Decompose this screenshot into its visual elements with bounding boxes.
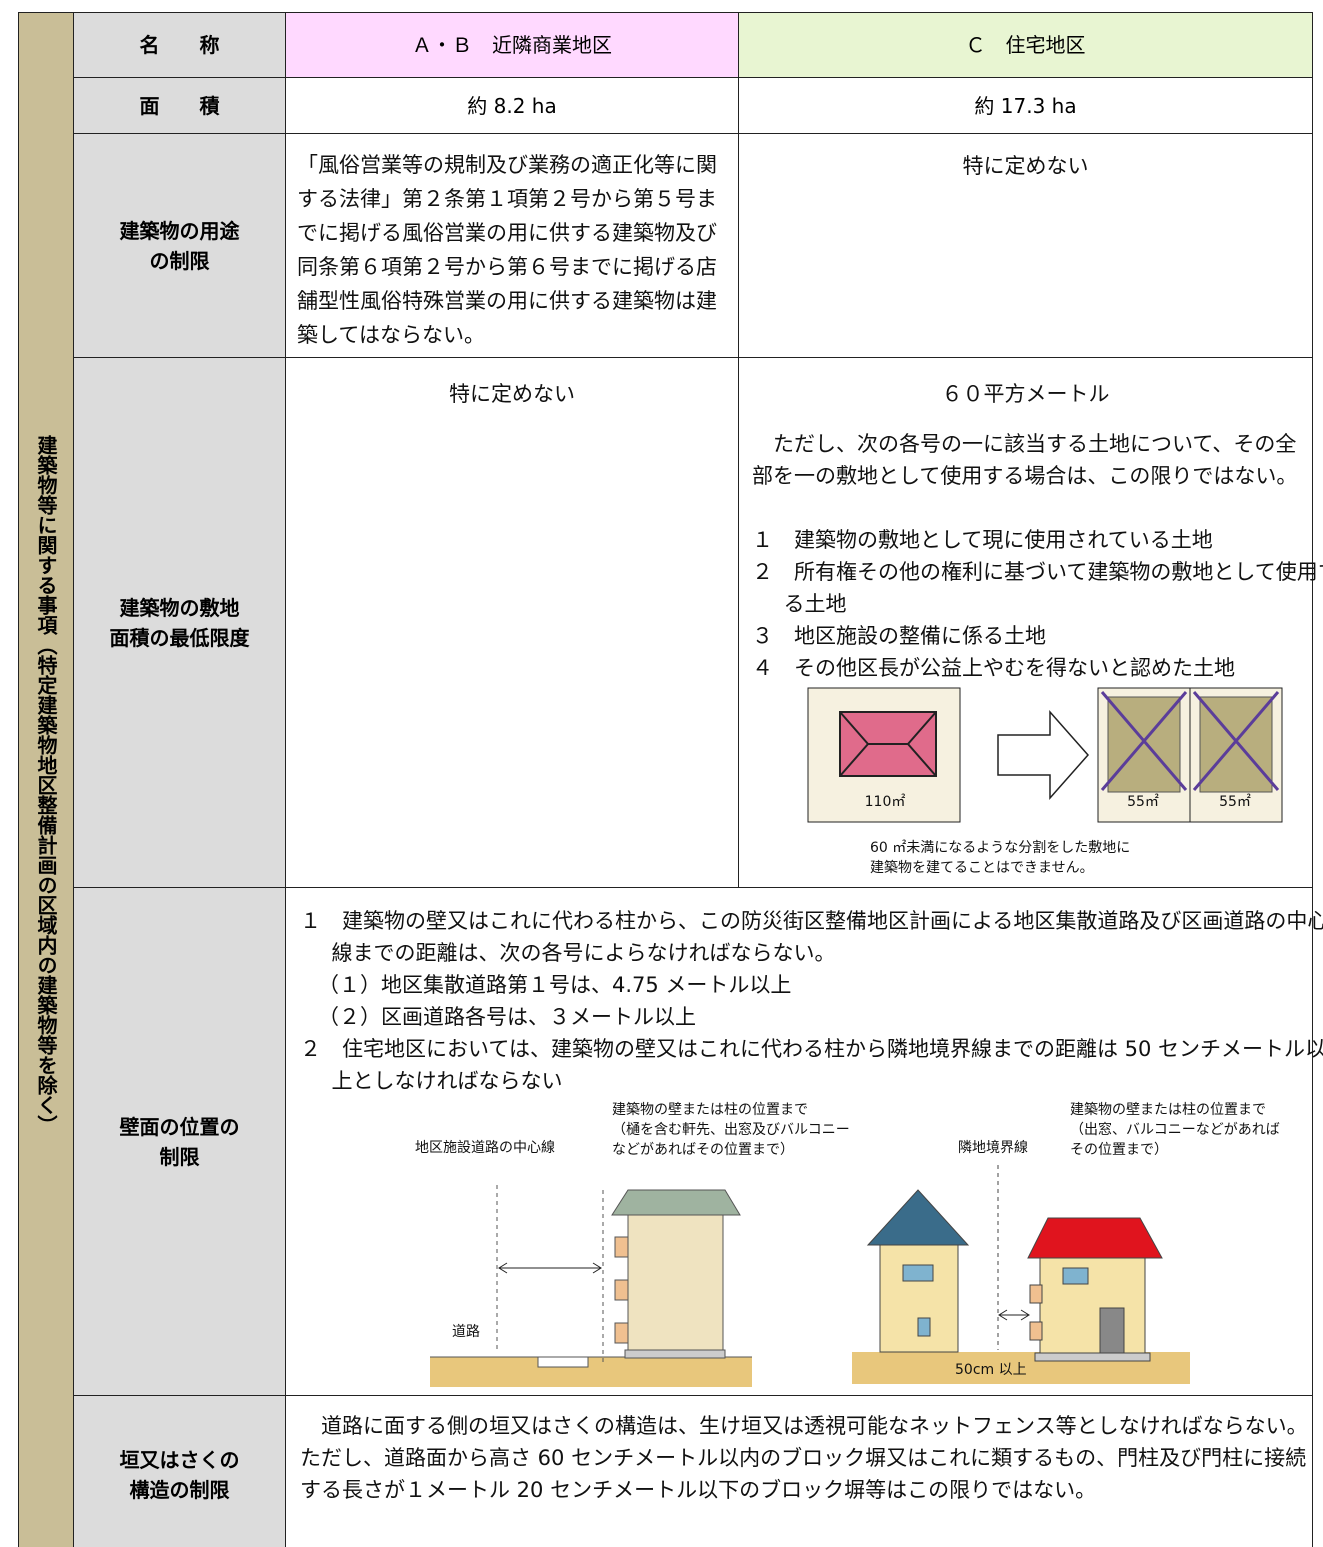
lot-c-value: ６０平方メートル [941,382,1110,406]
figure-label: 110㎡ [864,794,906,810]
lot-c-item: ２ 所有権その他の権利に基づいて建築物の敷地として使用する土地 [752,560,1323,616]
wall-item: １ 建築物の壁又はこれに代わる柱から、この防災街区整備地区計画による地区集散道路… [300,909,1323,965]
area-a: 約 8.2 ha [285,77,739,134]
lot-c-item: ４ その他区長が公益上やむを得ないと認めた土地 [752,656,1235,680]
side-cell: 建築物等に関する事項（特定建築物地区整備計画の区域内の建築物等を除く） [18,12,74,1547]
use-c-text: 特に定めない [962,154,1089,178]
figure-label: 建築物の壁または柱の位置まで （出窓、バルコニーなどがあれば その位置まで） [1070,1102,1280,1158]
figure-label: 建築物の壁または柱の位置まで （樋を含む軒先、出窓及びバルコニー などがあればそ… [612,1102,850,1158]
fence-label: 垣又はさくの 構造の制限 [73,1395,286,1547]
figure-label: 50cm 以上 [955,1362,1027,1378]
use-a-text: 「風俗営業等の規制及び業務の適正化等に関する法律」第２条第１項第２号から第５号ま… [297,153,717,347]
lot-a-text: 特に定めない [449,382,575,406]
wall-subitem: （２）区画道路各号は、３メートル以上 [318,1005,696,1029]
figure-label: 55㎡ [1127,794,1159,810]
wall-subitem: （１）地区集散道路第１号は、4.75 メートル以上 [318,973,792,997]
figure-label: 55㎡ [1219,794,1251,810]
wall-figure-left [430,1185,752,1387]
use-label: 建築物の用途 の制限 [73,133,286,358]
fence-text: 道路に面する側の垣又はさくの構造は、生け垣又は透視可能なネットフェンス等としなけ… [300,1414,1308,1502]
header-label: 名 称 [73,12,286,78]
lot-c-item: ３ 地区施設の整備に係る土地 [752,624,1046,648]
figure-caption: 60 ㎡未満になるような分割をした敷地に 建築物を建てることはできません。 [870,840,1131,876]
side-label: 建築物等に関する事項（特定建築物地区整備計画の区域内の建築物等を除く） [34,434,58,1135]
wall-label: 壁面の位置の 制限 [73,887,286,1396]
lot-c-item: １ 建築物の敷地として現に使用されている土地 [752,528,1213,552]
lot-label: 建築物の敷地 面積の最低限度 [73,357,286,888]
wall-item: ２ 住宅地区においては、建築物の壁又はこれに代わる柱から隣地境界線までの距離は … [300,1037,1323,1093]
header-a: Ａ・Ｂ 近隣商業地区 [285,12,739,78]
figure-label: 道路 [452,1324,480,1340]
figure-label: 地区施設道路の中心線 [415,1140,555,1156]
lot-figure [807,687,1283,823]
figure-label: 隣地境界線 [958,1140,1028,1156]
wall-figure-right [852,1165,1190,1384]
lot-c-note: ただし、次の各号の一に該当する土地について、その全部を一の敷地として使用する場合… [752,432,1298,488]
fence-cell [285,1395,1313,1547]
